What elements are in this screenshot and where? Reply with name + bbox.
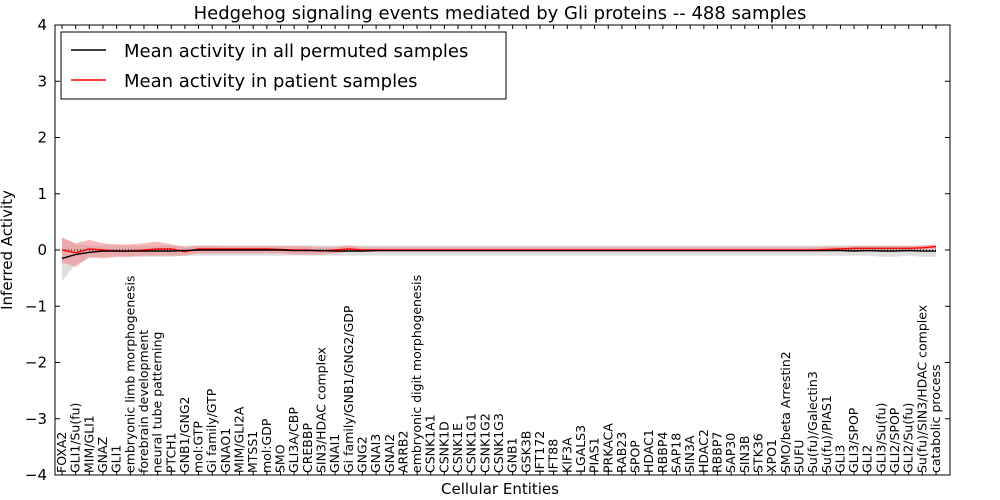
y-tick-label: 2 [37, 129, 47, 147]
x-tick-label: GLI3/Su(fu) [873, 403, 888, 473]
x-tick-label: FOXA2 [54, 432, 69, 473]
x-tick-label: GLI3/SPOP [846, 407, 861, 473]
x-tick-label: GLI2 [860, 445, 875, 473]
x-tick-label: SIN3B [737, 436, 752, 474]
x-tick-label: Su(fu)/PIAS1 [819, 395, 834, 473]
x-tick-label: CSNK1E [450, 423, 465, 473]
x-tick-label: KIF3A [559, 437, 574, 473]
x-tick-label: mol:GTP [191, 421, 206, 473]
y-axis-label: Inferred Activity [0, 190, 16, 310]
series-lines [61, 245, 937, 260]
x-tick-label: GLI2/SPOP [887, 407, 902, 473]
y-axis: −4 −3 −2 −1 0 1 2 3 4 [25, 16, 950, 484]
y-tick-label: −4 [25, 466, 47, 484]
x-axis: FOXA2GLI1/Su(fu)MIM/GLI1GNAZGLI1embryoni… [54, 25, 943, 475]
x-tick-label: PIAS1 [587, 437, 602, 473]
x-tick-label: SPOP [628, 440, 643, 473]
x-tick-label: embryonic limb morphogenesis [122, 276, 137, 473]
x-tick-label: forebrain development [136, 330, 151, 473]
x-tick-label: GNB1/GNG2 [177, 397, 192, 473]
x-tick-label: SIN3A [682, 435, 697, 473]
x-tick-label: GNAI2 [382, 434, 397, 473]
x-tick-label: CSNK1G3 [491, 413, 506, 473]
x-tick-label: GLI2/Su(fu) [901, 403, 916, 473]
x-tick-label: HDAC1 [641, 429, 656, 473]
x-tick-label: GLI3 [832, 445, 847, 473]
y-tick-label: 1 [37, 185, 47, 203]
x-tick-label: MIM/GLI1 [81, 415, 96, 473]
series-line-permuted [61, 249, 936, 260]
x-tick-label: GSK3B [518, 431, 533, 473]
x-tick-label: GLI1 [109, 445, 124, 473]
x-tick-label: RBBP7 [710, 432, 725, 473]
x-tick-label: neural tube patterning [150, 332, 165, 473]
x-tick-label: ARRB2 [395, 431, 410, 473]
x-tick-label: Su(fu)/SIN3/HDAC complex [914, 305, 929, 473]
x-tick-label: SMO/beta Arrestin2 [778, 351, 793, 473]
x-tick-label: GLI1/Su(fu) [68, 403, 83, 473]
x-tick-label: Su(fu)/Galectin3 [805, 371, 820, 473]
x-tick-label: IFT172 [532, 431, 547, 473]
x-tick-label: RBBP4 [655, 432, 670, 473]
x-tick-label: STK36 [751, 433, 766, 473]
legend: Mean activity in all permuted samples Me… [60, 31, 507, 100]
plot-frame [54, 24, 951, 476]
x-tick-label: GLI3A/CBP [286, 407, 301, 473]
x-tick-label: GNAO1 [218, 428, 233, 473]
x-tick-label: XPO1 [764, 439, 779, 473]
x-tick-label: CSNK1A1 [423, 414, 438, 473]
band-patient [62, 237, 936, 267]
x-tick-label: IFT88 [546, 439, 561, 473]
x-tick-label: HDAC2 [696, 429, 711, 473]
x-tick-label: GNG2 [354, 436, 369, 473]
x-tick-label: SMO [273, 444, 288, 473]
x-tick-label: GNAI1 [327, 434, 342, 473]
y-tick-label: 0 [37, 241, 47, 259]
x-tick-label: SIN3/HDAC complex [314, 347, 329, 473]
x-tick-label: mol:GDP [259, 418, 274, 473]
legend-label-permuted: Mean activity in all permuted samples [124, 41, 468, 62]
chart-title: Hedgehog signaling events mediated by Gl… [194, 3, 807, 24]
x-tick-label: catabolic process [928, 364, 943, 473]
y-tick-label: 4 [37, 16, 47, 34]
x-tick-label: LGALS3 [573, 425, 588, 473]
x-tick-label: CSNK1D [436, 421, 451, 473]
y-tick-label: −2 [25, 354, 47, 372]
y-tick-label: −1 [25, 297, 47, 315]
y-tick-label: −3 [25, 410, 47, 428]
x-tick-label: MTSS1 [245, 431, 260, 473]
x-tick-label: PRKACA [600, 423, 615, 473]
confidence-bands [62, 237, 936, 281]
x-tick-label: CSNK1G2 [477, 413, 492, 473]
x-tick-label: embryonic digit morphogenesis [409, 275, 424, 473]
x-tick-label: CREBBP [300, 423, 315, 473]
x-tick-label: SAP18 [669, 433, 684, 473]
legend-box [60, 31, 507, 100]
x-tick-label: Gi family/GTP [204, 388, 219, 473]
x-tick-label: RAB23 [614, 432, 629, 473]
x-axis-label: Cellular Entities [441, 480, 559, 498]
x-tick-label: CSNK1G1 [464, 413, 479, 473]
x-tick-label: MIM/GLI2A [232, 406, 247, 473]
y-tick-label: 3 [37, 72, 47, 90]
legend-label-patient: Mean activity in patient samples [124, 71, 418, 92]
x-tick-label: Gi family/GNB1/GNG2/GDP [341, 305, 356, 473]
x-tick-label: SUFU [791, 440, 806, 473]
x-tick-label: GNAI3 [368, 434, 383, 473]
x-tick-label: GNAZ [95, 437, 110, 473]
x-tick-label: GNB1 [505, 437, 520, 473]
x-tick-label: PTCH1 [163, 432, 178, 473]
x-tick-label: SAP30 [723, 433, 738, 473]
